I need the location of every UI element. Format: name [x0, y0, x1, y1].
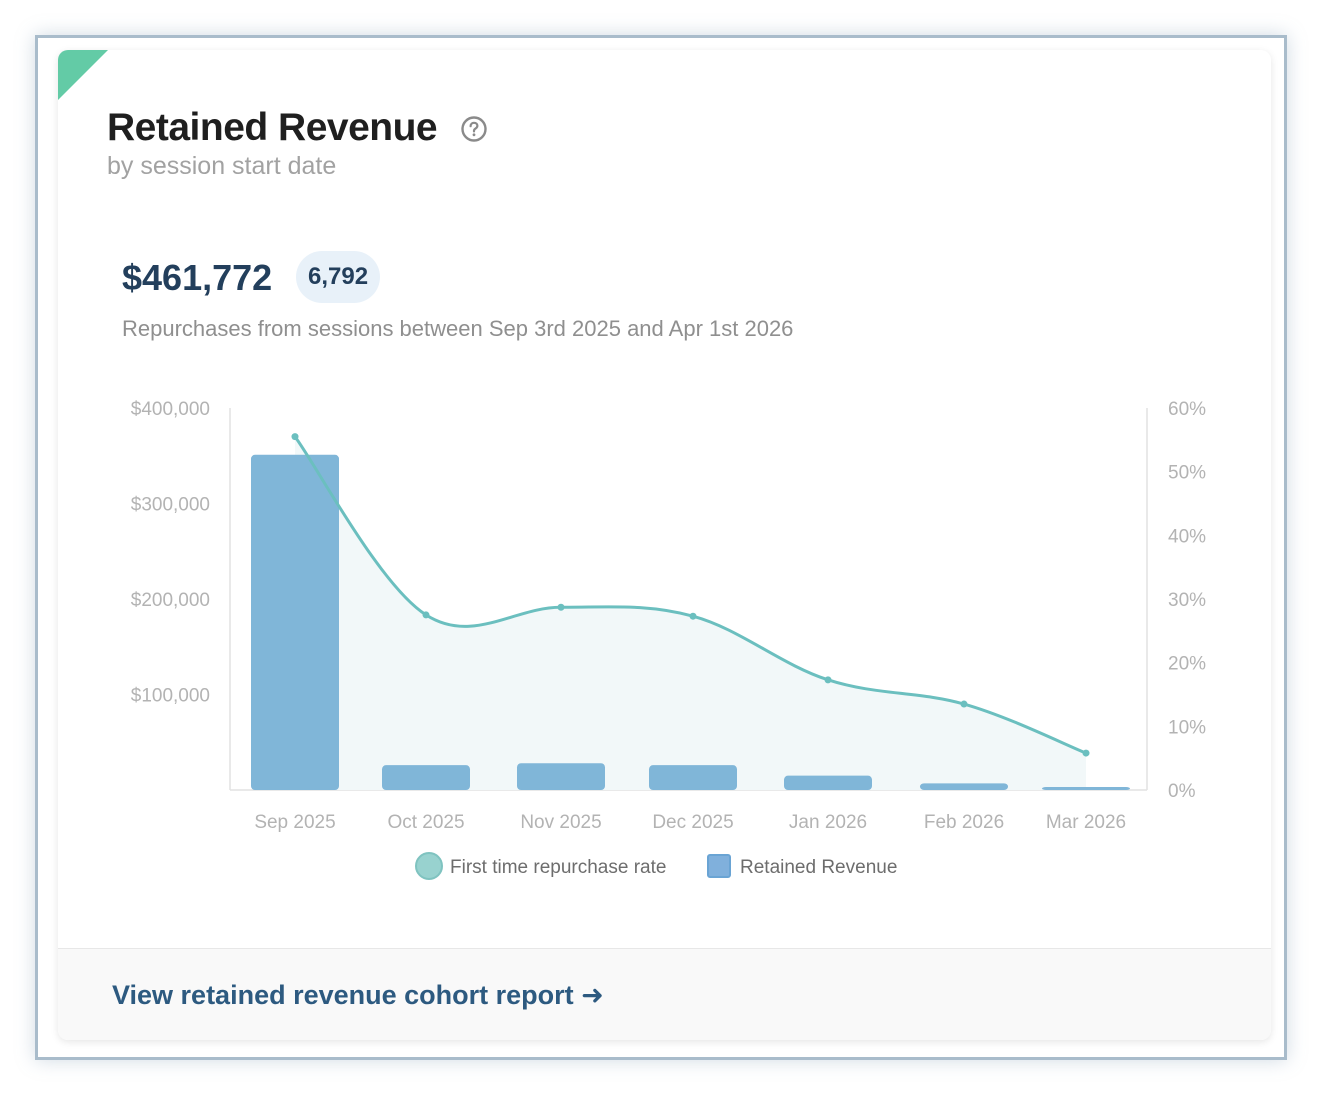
repurchase-rate-point[interactable] [689, 612, 697, 620]
y-right-tick-label: 20% [1168, 654, 1206, 675]
revenue-bar[interactable] [251, 454, 339, 790]
x-tick-label: Nov 2025 [520, 812, 601, 833]
y-left-tick-label: $300,000 [131, 495, 210, 516]
repurchase-rate-point[interactable] [824, 676, 832, 684]
y-right-tick-label: 60% [1168, 399, 1206, 420]
count-badge: 6,792 [296, 251, 381, 303]
revenue-bar[interactable] [784, 775, 872, 790]
repurchase-rate-area [295, 436, 1086, 790]
y-left-tick-label: $100,000 [131, 686, 210, 707]
total-retained-revenue: $461,772 [122, 257, 273, 298]
revenue-bar[interactable] [382, 765, 470, 790]
x-tick-label: Feb 2026 [924, 812, 1004, 833]
date-range-description: Repurchases from sessions between Sep 3r… [122, 316, 794, 341]
y-right-tick-label: 0% [1168, 781, 1196, 802]
legend-label-retained-revenue[interactable]: Retained Revenue [740, 857, 897, 878]
legend-marker-repurchase-rate[interactable] [415, 852, 443, 880]
repurchase-rate-point[interactable] [960, 700, 968, 708]
x-tick-label: Sep 2025 [254, 812, 335, 833]
card-title: Retained Revenue [107, 106, 438, 149]
question-circle-icon[interactable] [460, 115, 488, 143]
retained-revenue-chart: $100,000 $200,000 $300,000 $400,000 0% 10% 20%… [131, 399, 1206, 880]
repurchase-rate-point[interactable] [422, 611, 430, 619]
y-left-tick-label: $400,000 [131, 399, 210, 420]
revenue-bar[interactable] [517, 763, 605, 790]
x-tick-label: Dec 2025 [652, 812, 733, 833]
x-tick-label: Jan 2026 [789, 812, 867, 833]
y-right-tick-label: 50% [1168, 463, 1206, 484]
y-right-tick-label: 30% [1168, 590, 1206, 611]
y-right-tick-label: 10% [1168, 717, 1206, 738]
revenue-bar[interactable] [1042, 787, 1130, 790]
y-left-tick-label: $200,000 [131, 590, 210, 611]
x-tick-label: Oct 2025 [387, 812, 464, 833]
repurchase-rate-point[interactable] [557, 603, 565, 611]
card-footer: View retained revenue cohort report ➜ [58, 948, 1271, 1040]
view-cohort-report-link[interactable]: View retained revenue cohort report ➜ [112, 980, 604, 1010]
corner-accent [58, 50, 108, 100]
y-right-tick-label: 40% [1168, 526, 1206, 547]
x-tick-label: Mar 2026 [1046, 812, 1126, 833]
repurchase-rate-point[interactable] [291, 433, 299, 441]
repurchase-rate-point[interactable] [1082, 749, 1090, 757]
legend-label-repurchase-rate[interactable]: First time repurchase rate [450, 857, 666, 878]
legend-marker-retained-revenue[interactable] [707, 854, 731, 878]
card-subtitle: by session start date [107, 152, 337, 180]
revenue-bar[interactable] [649, 765, 737, 790]
revenue-bar[interactable] [920, 783, 1008, 790]
retained-revenue-card: Retained Revenue by session start date $… [58, 50, 1271, 1040]
